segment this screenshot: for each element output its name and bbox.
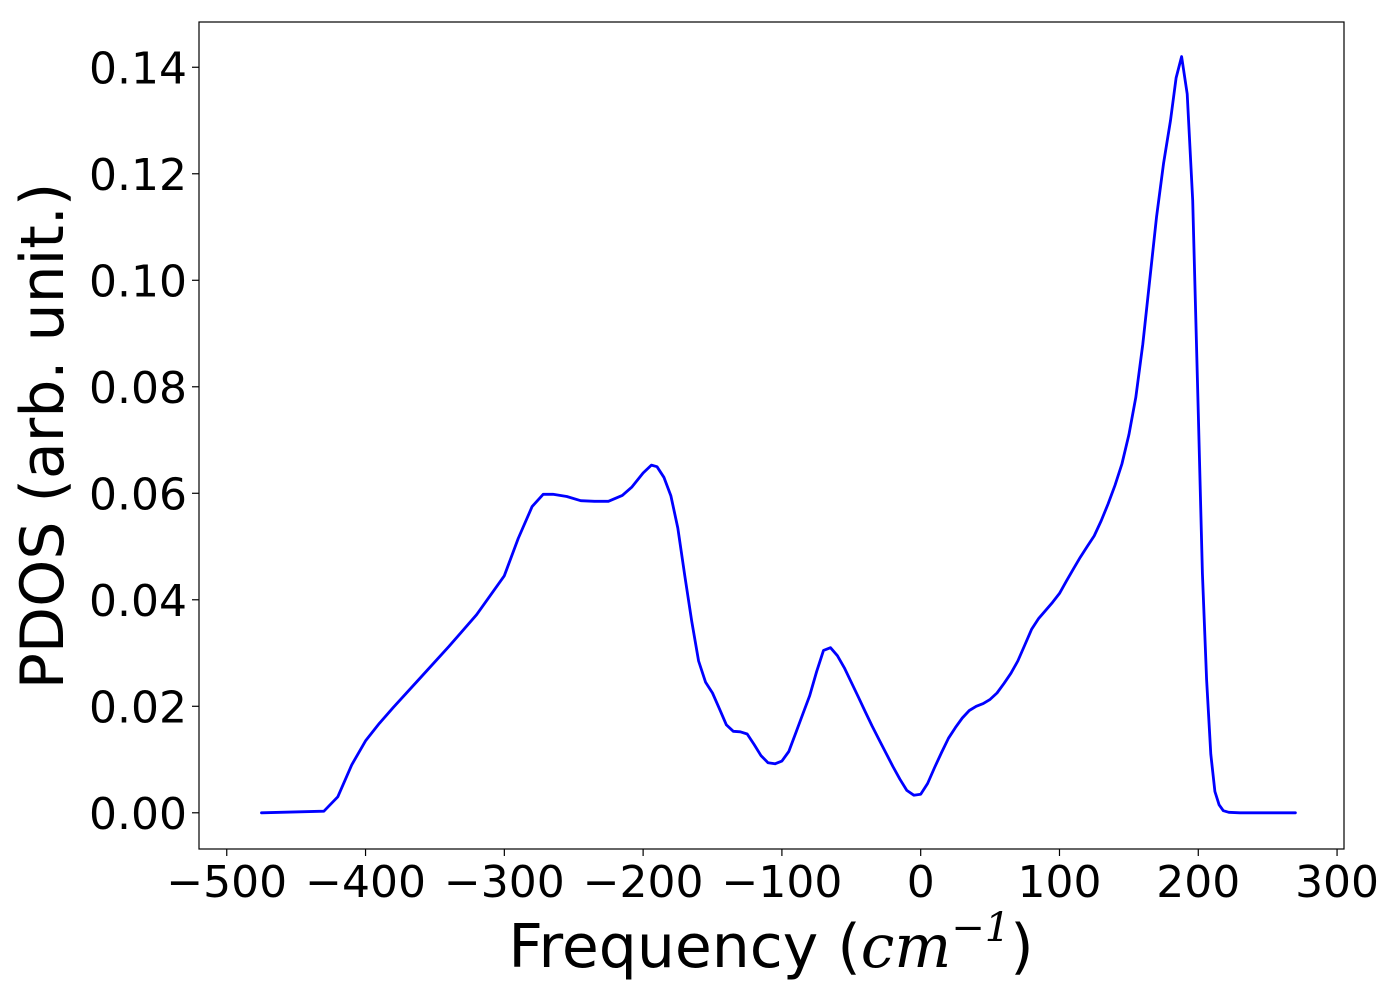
y-tick-label: 0.04: [89, 576, 187, 627]
x-tick-label: −500: [166, 857, 287, 908]
x-axis-label: Frequency (cm−1): [508, 905, 1033, 982]
x-tick-label: −300: [444, 857, 565, 908]
x-tick-label: −200: [583, 857, 704, 908]
x-tick-label: 300: [1295, 857, 1379, 908]
y-tick-label: 0.12: [89, 150, 187, 201]
y-tick-label: 0.10: [89, 256, 187, 307]
y-tick-label: 0.00: [89, 789, 187, 840]
x-tick-label: −100: [721, 857, 842, 908]
y-axis-label: PDOS (arb. unit.): [8, 183, 78, 690]
x-axis-ticks: −500 −400 −300 −200 −100 0 100 200 300: [166, 849, 1379, 908]
x-tick-label: 0: [907, 857, 935, 908]
plot-background: [199, 22, 1344, 849]
plot-frame: [198, 21, 1345, 850]
pdos-line: [260, 55, 1297, 815]
y-tick-label: 0.06: [89, 469, 187, 520]
x-tick-label: −400: [305, 857, 426, 908]
x-tick-label: 200: [1156, 857, 1240, 908]
y-axis-ticks: 0.00 0.02 0.04 0.06 0.08 0.10 0.12 0.14: [89, 43, 199, 840]
x-tick-label: 100: [1017, 857, 1101, 908]
y-tick-label: 0.14: [89, 43, 187, 94]
y-tick-label: 0.02: [89, 682, 187, 733]
y-tick-label: 0.08: [89, 363, 187, 414]
